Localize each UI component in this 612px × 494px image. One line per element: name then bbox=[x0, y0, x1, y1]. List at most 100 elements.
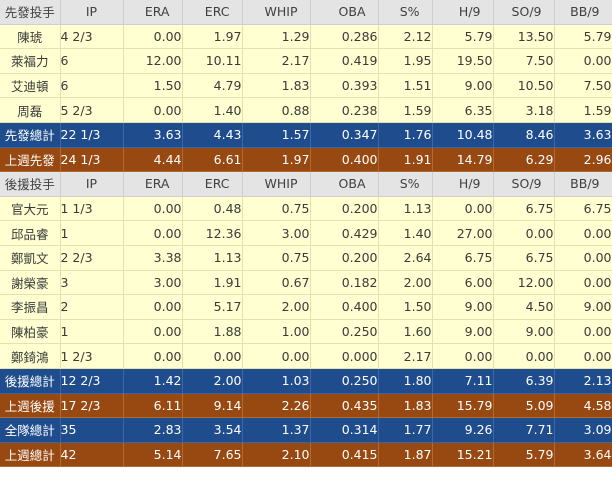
ip-cell: 6 bbox=[60, 73, 124, 99]
erc-cell: 3.54 bbox=[182, 417, 243, 443]
so9-cell: 4.50 bbox=[493, 294, 555, 320]
era-cell: 12.00 bbox=[123, 48, 183, 74]
bb9-cell: 9.00 bbox=[554, 294, 612, 320]
oba-cell: 0.000 bbox=[310, 343, 379, 369]
starters-total-row: 先發總計 22 1/3 3.63 4.43 1.57 0.347 1.76 10.48 8.46… bbox=[0, 122, 612, 148]
col-header-erc: ERC bbox=[182, 171, 243, 197]
so9-cell: 9.00 bbox=[493, 319, 555, 345]
erc-cell: 5.17 bbox=[182, 294, 243, 320]
h9-cell: 5.79 bbox=[432, 24, 494, 50]
erc-cell: 4.43 bbox=[182, 122, 243, 148]
whip-cell: 3.00 bbox=[242, 220, 311, 246]
so9-cell: 7.71 bbox=[493, 417, 555, 443]
whip-cell: 1.29 bbox=[242, 24, 311, 50]
ip-cell: 2 2/3 bbox=[60, 245, 124, 271]
col-header-s-pct: S% bbox=[378, 171, 433, 197]
name-cell: 周磊 bbox=[0, 97, 61, 123]
s-pct-cell: 2.12 bbox=[378, 24, 433, 50]
era-cell: 3.63 bbox=[123, 122, 183, 148]
whip-cell: 0.88 bbox=[242, 97, 311, 123]
era-cell: 3.38 bbox=[123, 245, 183, 271]
reliever-row: 官大元 1 1/3 0.00 0.48 0.75 0.200 1.13 0.00 6.75 6.7… bbox=[0, 196, 612, 222]
bb9-cell: 1.59 bbox=[554, 97, 612, 123]
erc-cell: 0.48 bbox=[182, 196, 243, 222]
h9-cell: 14.79 bbox=[432, 147, 494, 173]
name-cell: 陳琥 bbox=[0, 24, 61, 50]
whip-cell: 1.37 bbox=[242, 417, 311, 443]
so9-cell: 12.00 bbox=[493, 270, 555, 296]
ip-cell: 42 bbox=[60, 442, 124, 468]
oba-cell: 0.200 bbox=[310, 245, 379, 271]
oba-cell: 0.435 bbox=[310, 393, 379, 419]
h9-cell: 9.00 bbox=[432, 319, 494, 345]
s-pct-cell: 1.50 bbox=[378, 294, 433, 320]
col-header-h9: H/9 bbox=[432, 171, 494, 197]
bb9-cell: 2.13 bbox=[554, 368, 612, 394]
name-cell: 後援總計 bbox=[0, 368, 61, 394]
whip-cell: 0.00 bbox=[242, 343, 311, 369]
ip-cell: 1 bbox=[60, 319, 124, 345]
ip-cell: 3 bbox=[60, 270, 124, 296]
so9-cell: 6.75 bbox=[493, 196, 555, 222]
bb9-cell: 6.75 bbox=[554, 196, 612, 222]
ip-cell: 1 1/3 bbox=[60, 196, 124, 222]
col-header-s-pct: S% bbox=[378, 0, 433, 25]
oba-cell: 0.400 bbox=[310, 294, 379, 320]
era-cell: 0.00 bbox=[123, 97, 183, 123]
col-header-whip: WHIP bbox=[242, 171, 311, 197]
ip-cell: 1 bbox=[60, 220, 124, 246]
pitching-stats-table: 先發投手 IP ERA ERC WHIP OBA S% H/9 SO/9 BB/… bbox=[0, 0, 612, 468]
ip-cell: 5 2/3 bbox=[60, 97, 124, 123]
so9-cell: 7.50 bbox=[493, 48, 555, 74]
reliever-row: 鄭錡鴻 1 2/3 0.00 0.00 0.00 0.000 2.17 0.00 0.00 0.0… bbox=[0, 343, 612, 369]
oba-cell: 0.347 bbox=[310, 122, 379, 148]
col-header-era: ERA bbox=[123, 171, 183, 197]
era-cell: 0.00 bbox=[123, 319, 183, 345]
era-cell: 0.00 bbox=[123, 24, 183, 50]
era-cell: 0.00 bbox=[123, 196, 183, 222]
erc-cell: 0.00 bbox=[182, 343, 243, 369]
erc-cell: 1.13 bbox=[182, 245, 243, 271]
reliever-row: 陳柏豪 1 0.00 1.88 1.00 0.250 1.60 9.00 9.00 0.00 bbox=[0, 319, 612, 345]
whip-cell: 0.67 bbox=[242, 270, 311, 296]
name-cell: 先發總計 bbox=[0, 122, 61, 148]
so9-cell: 13.50 bbox=[493, 24, 555, 50]
erc-cell: 7.65 bbox=[182, 442, 243, 468]
bb9-cell: 3.64 bbox=[554, 442, 612, 468]
erc-cell: 4.79 bbox=[182, 73, 243, 99]
col-header-oba: OBA bbox=[310, 0, 379, 25]
starter-row: 周磊 5 2/3 0.00 1.40 0.88 0.238 1.59 6.35 3.18 1.59 bbox=[0, 97, 612, 123]
s-pct-cell: 2.17 bbox=[378, 343, 433, 369]
col-header-h9: H/9 bbox=[432, 0, 494, 25]
oba-cell: 0.429 bbox=[310, 220, 379, 246]
era-cell: 4.44 bbox=[123, 147, 183, 173]
reliever-row: 邱品睿 1 0.00 12.36 3.00 0.429 1.40 27.00 0.00 0.00 bbox=[0, 220, 612, 246]
bb9-cell: 0.00 bbox=[554, 270, 612, 296]
name-cell: 邱品睿 bbox=[0, 220, 61, 246]
whip-cell: 0.75 bbox=[242, 245, 311, 271]
bb9-cell: 3.63 bbox=[554, 122, 612, 148]
whip-cell: 1.00 bbox=[242, 319, 311, 345]
name-cell: 謝榮豪 bbox=[0, 270, 61, 296]
oba-cell: 0.393 bbox=[310, 73, 379, 99]
whip-cell: 1.97 bbox=[242, 147, 311, 173]
col-header-ip: IP bbox=[60, 171, 124, 197]
h9-cell: 15.79 bbox=[432, 393, 494, 419]
oba-cell: 0.250 bbox=[310, 368, 379, 394]
h9-cell: 6.75 bbox=[432, 245, 494, 271]
h9-cell: 19.50 bbox=[432, 48, 494, 74]
whip-cell: 2.17 bbox=[242, 48, 311, 74]
col-header-so9: SO/9 bbox=[493, 171, 555, 197]
oba-cell: 0.182 bbox=[310, 270, 379, 296]
erc-cell: 2.00 bbox=[182, 368, 243, 394]
ip-cell: 24 1/3 bbox=[60, 147, 124, 173]
era-cell: 0.00 bbox=[123, 343, 183, 369]
starters-last-week-row: 上週先發 24 1/3 4.44 6.61 1.97 0.400 1.91 14.79 6.29… bbox=[0, 147, 612, 173]
h9-cell: 9.00 bbox=[432, 73, 494, 99]
oba-cell: 0.314 bbox=[310, 417, 379, 443]
oba-cell: 0.286 bbox=[310, 24, 379, 50]
bb9-cell: 3.09 bbox=[554, 417, 612, 443]
relievers-last-week-row: 上週後援 17 2/3 6.11 9.14 2.26 0.435 1.83 15.79 5.09… bbox=[0, 393, 612, 419]
h9-cell: 6.35 bbox=[432, 97, 494, 123]
erc-cell: 6.61 bbox=[182, 147, 243, 173]
